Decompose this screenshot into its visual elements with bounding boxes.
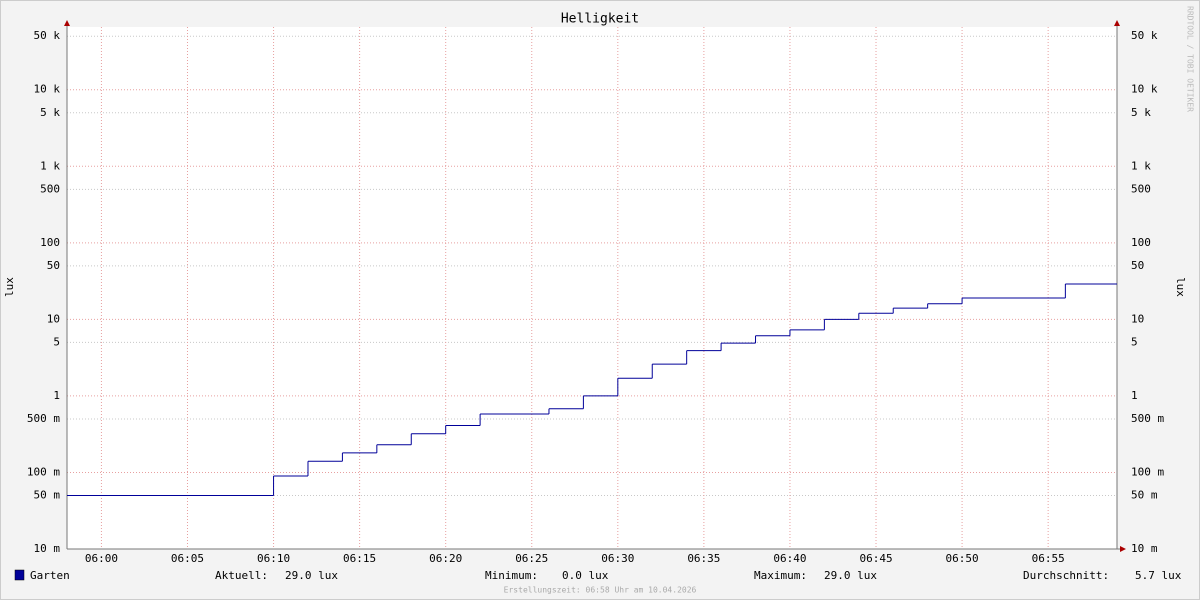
x-tick-label: 06:25: [515, 552, 548, 565]
stat-label: Aktuell:: [215, 569, 268, 582]
stat-value: 29.0 lux: [285, 569, 338, 582]
x-tick-label: 06:30: [601, 552, 634, 565]
y-tick-label: 10 k: [34, 83, 61, 96]
y-tick-label: 500: [40, 182, 60, 195]
y-tick-label: 5: [53, 335, 60, 348]
y-tick-label: 5 k: [40, 106, 60, 119]
watermark: RRDTOOL / TOBI OETIKER: [1186, 6, 1195, 112]
x-tick-label: 06:40: [773, 552, 806, 565]
x-tick-label: 06:35: [687, 552, 720, 565]
y2-tick-label: 50: [1131, 259, 1144, 272]
legend-label: Garten: [30, 569, 70, 582]
y2-tick-label: 50 m: [1131, 488, 1158, 501]
plot-area: [67, 27, 1117, 549]
x-tick-label: 06:15: [343, 552, 376, 565]
y2-tick-label: 5: [1131, 335, 1138, 348]
y-tick-label: 100 m: [27, 465, 60, 478]
x-tick-label: 06:00: [85, 552, 118, 565]
y-tick-label: 10 m: [34, 542, 61, 555]
y-axis-label: lux: [3, 277, 16, 297]
y-tick-label: 50 k: [34, 29, 61, 42]
y2-tick-label: 100: [1131, 236, 1151, 249]
y-tick-label: 500 m: [27, 412, 60, 425]
y2-tick-label: 50 k: [1131, 29, 1158, 42]
y2-tick-label: 100 m: [1131, 465, 1164, 478]
stat-label: Durchschnitt:: [1023, 569, 1109, 582]
y-tick-label: 100: [40, 236, 60, 249]
footer: Erstellungszeit: 06:58 Uhr am 10.04.2026: [504, 586, 697, 595]
y-tick-label: 10: [47, 312, 60, 325]
stat-value: 0.0 lux: [562, 569, 609, 582]
y2-tick-label: 10 k: [1131, 83, 1158, 96]
x-tick-label: 06:55: [1032, 552, 1065, 565]
y-tick-label: 1 k: [40, 159, 60, 172]
y-tick-label: 50: [47, 259, 60, 272]
legend-swatch: [14, 569, 25, 581]
x-tick-label: 06:20: [429, 552, 462, 565]
y2-tick-label: 1 k: [1131, 159, 1151, 172]
y-tick-label: 1: [53, 389, 60, 402]
stat-label: Maximum:: [754, 569, 807, 582]
y2-tick-label: 10 m: [1131, 542, 1158, 555]
chart-title: Helligkeit: [561, 12, 639, 27]
x-tick-label: 06:05: [171, 552, 204, 565]
y2-axis-label: lux: [1174, 277, 1187, 297]
y2-tick-label: 5 k: [1131, 106, 1151, 119]
x-tick-label: 06:45: [859, 552, 892, 565]
y-tick-label: 50 m: [34, 488, 61, 501]
stat-value: 5.7 lux: [1135, 569, 1182, 582]
x-tick-label: 06:10: [257, 552, 290, 565]
y2-tick-label: 1: [1131, 389, 1138, 402]
x-tick-label: 06:50: [946, 552, 979, 565]
y2-tick-label: 10: [1131, 312, 1144, 325]
stat-label: Minimum:: [485, 569, 538, 582]
stat-value: 29.0 lux: [824, 569, 877, 582]
y2-tick-label: 500 m: [1131, 412, 1164, 425]
y2-tick-label: 500: [1131, 182, 1151, 195]
